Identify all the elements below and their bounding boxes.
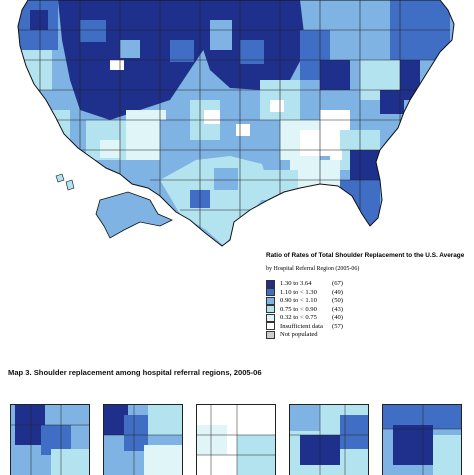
legend-item: 1.10 to < 1.30 (49) [266, 288, 466, 297]
legend-swatch [266, 305, 275, 314]
legend-range: 1.30 to 3.64 [280, 280, 312, 288]
inset-map-4 [289, 404, 369, 475]
inset-map-2 [103, 404, 183, 475]
legend-range: 0.90 to < 1.10 [280, 297, 317, 305]
legend-item: 0.90 to < 1.10 (50) [266, 296, 466, 306]
inset-map-3 [196, 404, 276, 475]
legend-swatch [266, 330, 275, 339]
legend-range: 0.75 to < 0.90 [280, 305, 317, 313]
legend-range: Insufficient data [280, 322, 323, 330]
legend-range: Not populated [280, 331, 318, 339]
legend-item: 0.75 to < 0.90 (43) [266, 305, 466, 314]
legend-swatch [266, 279, 275, 288]
legend-swatch [266, 322, 275, 331]
legend-item: Insufficient data (57) [266, 322, 466, 331]
map-legend: Ratio of Rates of Total Shoulder Replace… [266, 252, 466, 339]
legend-count: (40) [332, 314, 343, 322]
map-regions [18, 0, 454, 246]
legend-swatch [266, 296, 275, 305]
legend-subtitle: by Hospital Referral Region (2005-06) [266, 265, 360, 272]
legend-count: (50) [332, 297, 343, 305]
legend-swatch [266, 313, 275, 322]
legend-count: (67) [332, 280, 343, 288]
hawaii-region [55, 173, 75, 191]
legend-swatch [266, 288, 275, 297]
map-caption: Map 3. Shoulder replacement among hospit… [8, 368, 262, 377]
legend-count: (57) [332, 322, 343, 330]
legend-item: Not populated [266, 330, 466, 340]
legend-count: (49) [332, 288, 343, 296]
legend-item: 1.30 to 3.64 (67) [266, 279, 466, 289]
legend-count: (43) [332, 305, 343, 313]
legend-list: 1.30 to 3.64 (67) 1.10 to < 1.30 (49) 0.90 t… [266, 279, 466, 340]
legend-range: 1.10 to < 1.30 [280, 288, 317, 296]
inset-map-5 [382, 404, 462, 475]
legend-title: Ratio of Rates of Total Shoulder Replace… [266, 252, 465, 259]
legend-range: 0.32 to < 0.75 [280, 314, 317, 322]
legend-item: 0.32 to < 0.75 (40) [266, 313, 466, 323]
us-choropleth-map [17, 0, 455, 247]
alaska-region [95, 191, 173, 239]
inset-map-1 [10, 404, 90, 475]
